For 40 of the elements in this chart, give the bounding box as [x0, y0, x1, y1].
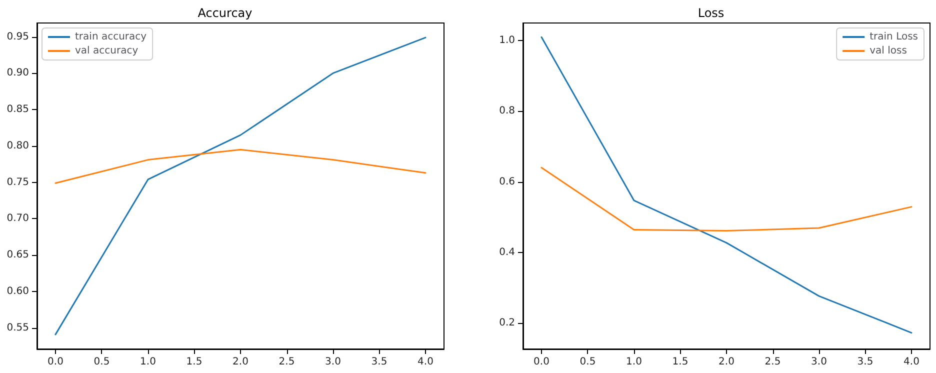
legend-label: val accuracy — [75, 46, 138, 56]
y-tick-label: 0.70 — [6, 213, 29, 224]
x-tick-label: 1.5 — [186, 356, 202, 368]
chart-title: Loss — [698, 6, 724, 20]
x-tick-label: 4.0 — [904, 356, 920, 368]
legend-label: train accuracy — [75, 32, 147, 42]
y-tick-label: 0.95 — [6, 31, 29, 42]
x-tick-label: 3.5 — [371, 356, 388, 368]
legend-label: val loss — [870, 46, 907, 56]
y-tick-label: 0.8 — [499, 106, 515, 117]
y-tick-label: 0.65 — [6, 250, 29, 261]
x-tick-label: 2.5 — [764, 356, 781, 368]
y-tick-label: 0.90 — [6, 68, 29, 79]
y-tick-label: 0.4 — [499, 246, 515, 258]
x-tick-label: 0.0 — [48, 356, 64, 368]
x-tick-label: 2.0 — [718, 356, 734, 368]
x-tick-label: 1.0 — [626, 356, 642, 368]
x-tick-label: 4.0 — [418, 356, 434, 368]
legend-label: train Loss — [870, 32, 918, 42]
y-tick-label: 0.55 — [6, 322, 29, 334]
x-tick-label: 3.0 — [811, 356, 827, 368]
x-tick-label: 1.0 — [140, 356, 156, 368]
x-tick-label: 1.5 — [672, 356, 688, 368]
x-tick-label: 0.5 — [94, 356, 110, 368]
x-tick-label: 2.5 — [278, 356, 295, 368]
line-series — [540, 166, 912, 232]
y-tick-label: 1.0 — [499, 35, 515, 46]
line-series — [54, 148, 426, 184]
x-tick-label: 0.5 — [580, 356, 596, 368]
x-tick-label: 0.0 — [534, 356, 550, 368]
x-tick-label: 2.0 — [232, 356, 248, 368]
y-tick-label: 0.6 — [499, 176, 515, 188]
y-tick-label: 0.85 — [6, 104, 29, 116]
chart-title: Accurcay — [198, 6, 252, 20]
y-tick-label: 0.2 — [499, 317, 515, 328]
y-tick-label: 0.80 — [6, 140, 29, 152]
y-tick-label: 0.75 — [6, 176, 29, 188]
y-tick-label: 0.60 — [6, 286, 29, 298]
x-tick-label: 3.5 — [857, 356, 874, 368]
x-tick-label: 3.0 — [325, 356, 341, 368]
